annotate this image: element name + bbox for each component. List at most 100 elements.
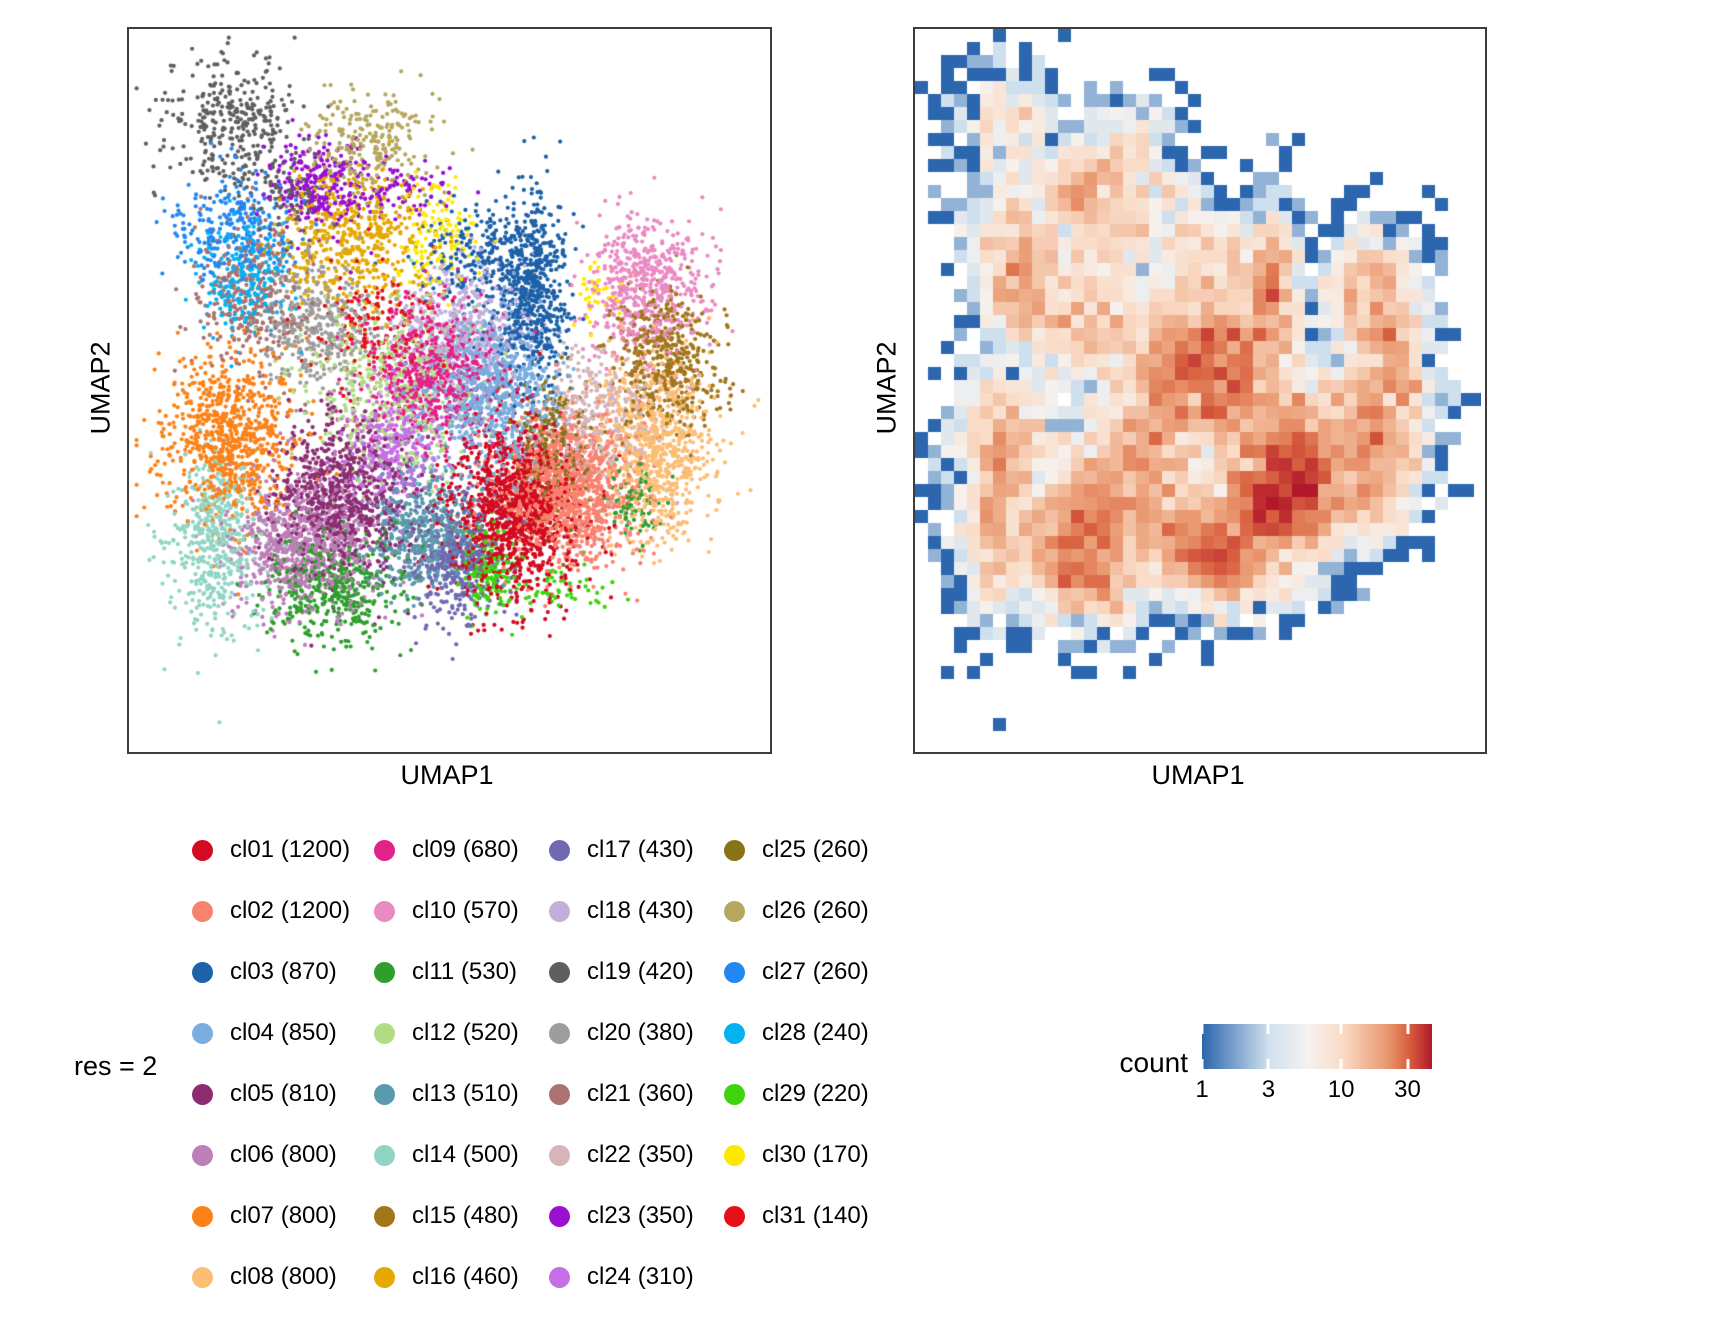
colorbar-tick-label: 30 [1394,1076,1421,1103]
legend-item-cl05: cl05 (810) [192,1079,337,1109]
legend-dot-cl31 [724,1205,745,1227]
legend-label-cl26: cl26 (260) [762,897,869,924]
legend-label-cl08: cl08 (800) [230,1263,337,1290]
legend-dot-cl18 [549,900,570,922]
legend-item-cl19: cl19 (420) [549,957,694,987]
legend-label-cl27: cl27 (260) [762,958,869,985]
legend-label-cl22: cl22 (350) [587,1141,694,1168]
legend-dot-cl11 [374,961,395,983]
legend-dot-cl16 [374,1266,395,1288]
legend-label-cl30: cl30 (170) [762,1141,869,1168]
legend-item-cl18: cl18 (430) [549,896,694,926]
legend-dot-cl02 [192,900,213,922]
legend-item-cl07: cl07 (800) [192,1201,337,1231]
legend-item-cl28: cl28 (240) [724,1018,869,1048]
legend-label-cl31: cl31 (140) [762,1202,869,1229]
legend-dot-cl29 [724,1083,745,1105]
legend-item-cl20: cl20 (380) [549,1018,694,1048]
legend-item-cl13: cl13 (510) [374,1079,519,1109]
colorbar-tick-label: 1 [1195,1076,1209,1103]
legend-item-cl02: cl02 (1200) [192,896,350,926]
colorbar-tick-mark [1406,1059,1409,1069]
resolution-annotation: res = 2 [74,1051,158,1081]
colorbar-tick-mark [1266,1059,1270,1069]
legend-label-cl01: cl01 (1200) [230,836,351,863]
legend-label-cl13: cl13 (510) [412,1080,519,1107]
legend-item-cl01: cl01 (1200) [192,835,350,865]
legend-item-cl25: cl25 (260) [724,835,869,865]
colorbar: 1 3 10 30 [1195,1024,1432,1103]
legend-dot-cl05 [192,1083,213,1105]
legend-dot-cl30 [724,1144,745,1166]
colorbar-tick-mark [1200,1024,1204,1034]
legend-item-cl14: cl14 (500) [374,1140,519,1170]
legend-dot-cl25 [724,839,745,861]
umap-cluster-canvas [129,29,766,748]
legend-item-cl16: cl16 (460) [374,1262,519,1292]
left-yaxis-label: UMAP2 [85,341,116,435]
legend-item-cl23: cl23 (350) [549,1201,694,1231]
legend-item-cl26: cl26 (260) [724,896,869,926]
colorbar-tick-label: 3 [1261,1076,1276,1103]
legend-item-cl31: cl31 (140) [724,1201,869,1231]
right-xaxis-label: UMAP1 [1151,760,1245,790]
legend-label-cl04: cl04 (850) [230,1019,337,1046]
legend-dot-cl28 [724,1022,745,1044]
legend-dot-cl14 [374,1144,395,1166]
colorbar-tick-mark [1200,1059,1204,1069]
legend-item-cl10: cl10 (570) [374,896,519,926]
legend-label-cl14: cl14 (500) [412,1141,519,1168]
legend-label-cl21: cl21 (360) [587,1080,694,1107]
legend-dot-cl20 [549,1022,570,1044]
legend-label-cl23: cl23 (350) [587,1202,694,1229]
legend-dot-cl24 [549,1266,570,1288]
legend-item-cl21: cl21 (360) [549,1079,694,1109]
legend-label-cl29: cl29 (220) [762,1080,869,1107]
legend-dot-cl23 [549,1205,570,1227]
legend-dot-cl15 [374,1205,395,1227]
legend-dot-cl08 [192,1266,213,1288]
legend-item-cl11: cl11 (530) [374,957,517,987]
legend-label-cl18: cl18 (430) [587,897,694,924]
colorbar-title: count [1119,1047,1189,1078]
legend-dot-cl09 [374,839,395,861]
colorbar-tick-mark [1266,1024,1270,1034]
colorbar-tick-mark [1406,1024,1409,1034]
legend-label-cl06: cl06 (800) [230,1141,337,1168]
legend-dot-cl01 [192,839,213,861]
legend-label-cl11: cl11 (530) [412,958,517,985]
legend-item-cl17: cl17 (430) [549,835,694,865]
legend-label-cl15: cl15 (480) [412,1202,519,1229]
legend-label-cl09: cl09 (680) [412,836,519,863]
legend-dot-cl04 [192,1022,213,1044]
legend-dot-cl12 [374,1022,395,1044]
legend-label-cl25: cl25 (260) [762,836,869,863]
umap-cluster-panel [127,27,772,754]
legend-dot-cl27 [724,961,745,983]
legend-label-cl03: cl03 (870) [230,958,337,985]
legend-item-cl08: cl08 (800) [192,1262,337,1292]
legend-label-cl16: cl16 (460) [412,1263,519,1290]
legend-item-cl24: cl24 (310) [549,1262,694,1292]
legend-item-cl03: cl03 (870) [192,957,337,987]
legend-item-cl29: cl29 (220) [724,1079,869,1109]
legend-item-cl22: cl22 (350) [549,1140,694,1170]
legend-label-cl24: cl24 (310) [587,1263,694,1290]
legend-dot-cl13 [374,1083,395,1105]
legend-label-cl17: cl17 (430) [587,836,694,863]
legend-label-cl19: cl19 (420) [587,958,694,985]
legend-item-cl09: cl09 (680) [374,835,519,865]
colorbar-gradient [1200,1024,1432,1069]
legend-label-cl10: cl10 (570) [412,897,519,924]
legend-item-cl30: cl30 (170) [724,1140,869,1170]
legend-label-cl20: cl20 (380) [587,1019,694,1046]
legend-dot-cl26 [724,900,745,922]
legend-dot-cl22 [549,1144,570,1166]
legend-dot-cl17 [549,839,570,861]
legend-label-cl02: cl02 (1200) [230,897,351,924]
legend-dot-cl10 [374,900,395,922]
legend-label-cl28: cl28 (240) [762,1019,869,1046]
legend-dot-cl19 [549,961,570,983]
colorbar-tick-mark [1339,1024,1343,1034]
